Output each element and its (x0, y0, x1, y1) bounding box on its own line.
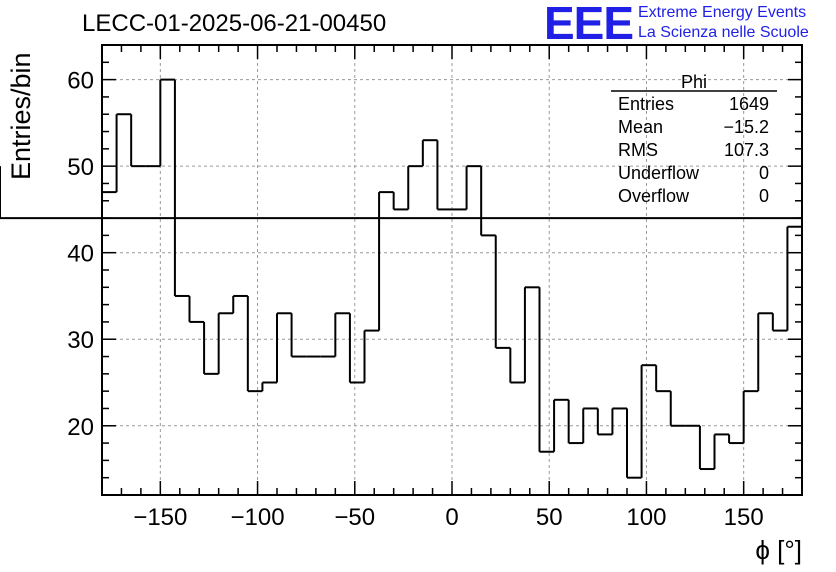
stats-box: Phi Entries 1649 Mean −15.2 RMS 107.3 Un… (611, 72, 777, 206)
logo-subtitle-1: Extreme Energy Events (638, 4, 807, 21)
axis-ticks (101, 44, 803, 495)
x-tick-label: 0 (445, 504, 458, 531)
tick-labels: −150 −100 −50 0 50 100 150 20 30 40 50 60 (67, 68, 763, 531)
stats-label-overflow: Overflow (618, 186, 690, 206)
stats-label-mean: Mean (618, 117, 663, 137)
y-tick-label: 40 (67, 241, 94, 268)
y-tick-label: 30 (67, 327, 94, 354)
histogram-bars (0, 78, 803, 495)
y-tick-label: 20 (67, 414, 94, 441)
stats-value-mean: −15.2 (723, 117, 769, 137)
x-tick-label: −150 (133, 504, 187, 531)
grid-lines (102, 45, 802, 495)
x-tick-label: 150 (724, 504, 764, 531)
stats-label-rms: RMS (618, 140, 658, 160)
eee-logo: EEE (544, 0, 634, 49)
stats-label-entries: Entries (618, 94, 674, 114)
x-tick-label: −50 (334, 504, 375, 531)
x-tick-label: 50 (536, 504, 563, 531)
x-tick-label: −100 (231, 504, 285, 531)
stats-name: Phi (681, 72, 707, 92)
y-tick-label: 60 (67, 68, 94, 95)
x-tick-label: 100 (626, 504, 666, 531)
logo-subtitle-2: La Scienza nelle Scuole (638, 24, 809, 41)
y-tick-label: 50 (67, 154, 94, 181)
stats-value-entries: 1649 (729, 94, 769, 114)
stats-value-underflow: 0 (759, 163, 769, 183)
stats-value-rms: 107.3 (724, 140, 769, 160)
stats-value-overflow: 0 (759, 186, 769, 206)
stats-label-underflow: Underflow (618, 163, 700, 183)
histogram-title: LECC-01-2025-06-21-00450 (82, 10, 387, 37)
x-axis-label: ϕ [°] (755, 535, 802, 565)
